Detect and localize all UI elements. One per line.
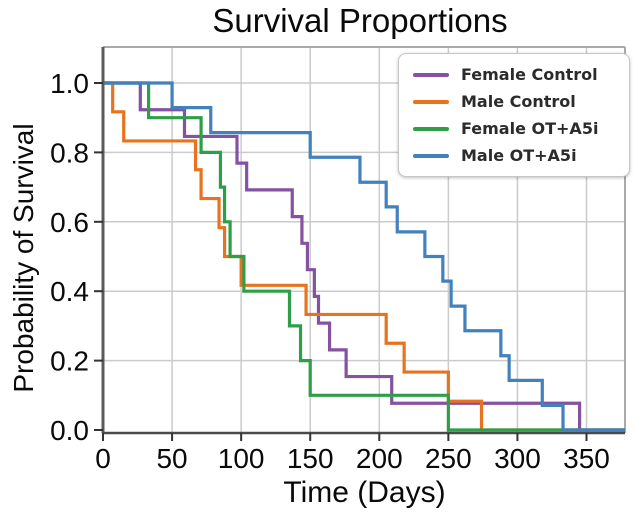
y-tick-label: 0.4 <box>50 276 89 307</box>
legend-label: Male Control <box>461 92 576 111</box>
legend-label: Female Control <box>461 65 598 84</box>
survival-curve-female-ot-a5i <box>103 81 625 432</box>
legend-item-female-control: Female Control <box>407 61 621 88</box>
y-tick-label: 0.0 <box>50 415 89 446</box>
y-tick-label: 1.0 <box>50 68 89 99</box>
chart-title: Survival Proportions <box>212 2 508 39</box>
legend-line-swatch <box>413 126 449 131</box>
x-axis-label: Time (Days) <box>283 476 446 509</box>
legend-line-swatch <box>413 99 449 104</box>
y-tick-label: 0.2 <box>50 346 89 377</box>
legend-item-male-control: Male Control <box>407 88 621 115</box>
x-tick-label: 200 <box>356 443 403 474</box>
legend-item-female-ot-a5i: Female OT+A5i <box>407 115 621 142</box>
legend-label: Female OT+A5i <box>461 119 599 138</box>
survival-curve-female-control <box>103 81 625 432</box>
x-tick-label: 100 <box>218 443 265 474</box>
x-tick-label: 50 <box>156 443 187 474</box>
x-tick-label: 350 <box>563 443 610 474</box>
x-tick-label: 300 <box>494 443 541 474</box>
y-tick-label: 0.6 <box>50 207 89 238</box>
legend-line-swatch <box>413 72 449 77</box>
x-tick-label: 150 <box>287 443 334 474</box>
x-tick-label: 250 <box>425 443 472 474</box>
x-tick-label: 0 <box>95 443 111 474</box>
legend: Female Control Male Control Female OT+A5i M… <box>398 53 630 177</box>
legend-label: Male OT+A5i <box>461 146 577 165</box>
legend-line-swatch <box>413 153 449 158</box>
y-tick-label: 0.8 <box>50 137 89 168</box>
legend-item-male-ot-a5i: Male OT+A5i <box>407 142 621 169</box>
survival-curve-male-ot-a5i <box>103 81 625 432</box>
